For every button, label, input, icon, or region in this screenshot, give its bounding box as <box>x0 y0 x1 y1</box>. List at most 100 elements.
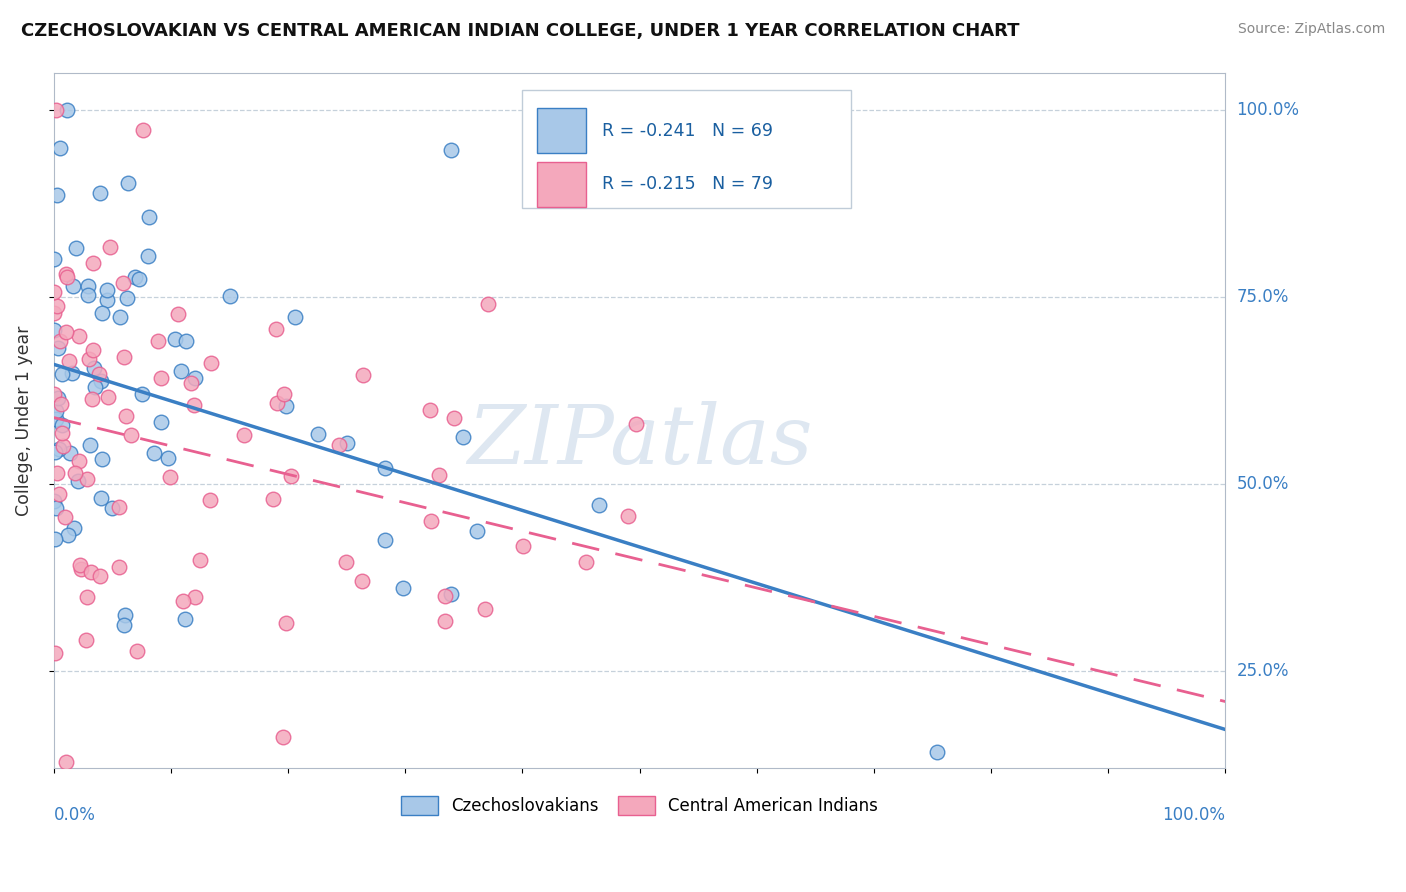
Point <box>273 386 295 401</box>
Point <box>284 310 307 325</box>
Point <box>114 608 136 623</box>
Point <box>108 500 131 515</box>
Point <box>276 616 298 631</box>
Point <box>55 755 77 769</box>
Legend: Czechoslovakians, Central American Indians: Czechoslovakians, Central American India… <box>394 789 884 822</box>
Point <box>280 469 302 483</box>
Point <box>42 285 65 299</box>
Point <box>51 396 73 410</box>
Point <box>266 396 288 410</box>
Point <box>271 730 294 744</box>
Point <box>112 276 135 290</box>
Point <box>131 123 153 137</box>
Point <box>172 594 194 608</box>
Point <box>174 612 197 626</box>
Point <box>136 248 159 262</box>
Point <box>616 509 638 524</box>
Point <box>120 428 142 442</box>
Point <box>170 364 193 378</box>
Point <box>56 528 79 542</box>
Point <box>46 187 69 202</box>
Point <box>46 391 69 405</box>
Point <box>51 425 73 440</box>
Point <box>374 533 396 548</box>
Point <box>42 386 65 401</box>
Point <box>45 500 67 515</box>
Point <box>90 491 112 506</box>
Point <box>77 288 100 302</box>
Point <box>264 322 287 336</box>
Point <box>48 141 70 155</box>
Point <box>82 255 104 269</box>
Point <box>67 454 90 468</box>
Point <box>138 211 160 225</box>
Point <box>233 428 256 442</box>
Bar <box>537 108 586 153</box>
Text: 75.0%: 75.0% <box>1237 288 1289 306</box>
Point <box>443 410 465 425</box>
Point <box>89 186 111 200</box>
Point <box>352 368 374 382</box>
Point <box>56 270 79 285</box>
Point <box>328 438 350 452</box>
Point <box>51 368 73 382</box>
Point <box>97 390 120 404</box>
Point <box>156 451 179 466</box>
Point <box>574 554 596 568</box>
Point <box>42 252 65 267</box>
Point <box>48 487 70 501</box>
Point <box>46 466 69 480</box>
Point <box>127 643 149 657</box>
Point <box>110 310 132 324</box>
Point <box>90 374 112 388</box>
Point <box>76 590 98 604</box>
Point <box>474 602 496 616</box>
Point <box>48 442 70 456</box>
Point <box>77 278 100 293</box>
Point <box>434 614 457 628</box>
Text: Source: ZipAtlas.com: Source: ZipAtlas.com <box>1237 22 1385 37</box>
Point <box>44 103 66 118</box>
Point <box>48 341 70 355</box>
Point <box>200 356 222 370</box>
Point <box>467 524 489 538</box>
Text: 0.0%: 0.0% <box>53 805 96 824</box>
Point <box>128 272 150 286</box>
Text: 100.0%: 100.0% <box>1163 805 1226 824</box>
Point <box>90 452 112 467</box>
Point <box>148 334 170 348</box>
Point <box>66 474 89 488</box>
Point <box>588 498 610 512</box>
Point <box>96 284 118 298</box>
Point <box>218 289 240 303</box>
Point <box>51 417 73 432</box>
Point <box>184 370 207 384</box>
Point <box>49 334 72 349</box>
Point <box>307 426 329 441</box>
Text: 50.0%: 50.0% <box>1237 475 1289 493</box>
Point <box>45 404 67 418</box>
Point <box>44 306 66 320</box>
Text: 25.0%: 25.0% <box>1237 662 1289 680</box>
Point <box>75 633 97 648</box>
Point <box>52 439 75 453</box>
Point <box>79 566 101 580</box>
Point <box>77 352 100 367</box>
Point <box>60 366 83 380</box>
Point <box>477 297 499 311</box>
Point <box>350 574 373 588</box>
Point <box>90 306 112 320</box>
Point <box>478 813 501 827</box>
Point <box>143 446 166 460</box>
Point <box>76 472 98 486</box>
Text: CZECHOSLOVAKIAN VS CENTRAL AMERICAN INDIAN COLLEGE, UNDER 1 YEAR CORRELATION CHA: CZECHOSLOVAKIAN VS CENTRAL AMERICAN INDI… <box>21 22 1019 40</box>
Point <box>44 646 66 660</box>
Point <box>434 590 457 604</box>
FancyBboxPatch shape <box>523 90 851 209</box>
Bar <box>537 161 586 207</box>
Point <box>82 392 104 407</box>
Point <box>63 466 86 480</box>
Point <box>335 555 357 569</box>
Text: R = -0.241   N = 69: R = -0.241 N = 69 <box>602 121 773 140</box>
Point <box>59 445 82 459</box>
